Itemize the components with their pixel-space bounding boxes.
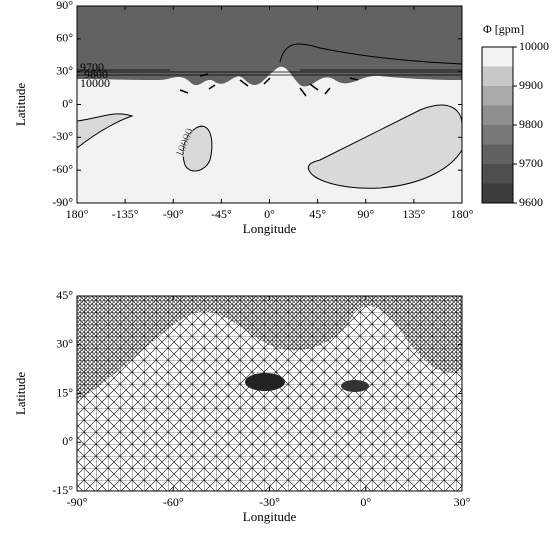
- contour-label: 10000: [80, 76, 110, 90]
- y-tick-label: 30°: [56, 337, 73, 351]
- colorbar-tick-label: 10000: [519, 39, 549, 53]
- x-tick-label: 90°: [357, 207, 374, 221]
- x-tick-label: 30°: [454, 495, 471, 509]
- contour-label: 9700: [80, 60, 104, 74]
- y-tick-label: -30°: [52, 129, 73, 143]
- colorbar-swatch: [482, 125, 513, 145]
- y-tick-label: 15°: [56, 385, 73, 399]
- colorbar-title: Φ [gpm]: [483, 22, 524, 36]
- colorbar-swatch: [482, 164, 513, 184]
- x-tick-label: -60°: [163, 495, 184, 509]
- colorbar-tick-label: 9700: [519, 156, 543, 170]
- x-tick-label: -90°: [67, 495, 88, 509]
- mesh: [77, 296, 462, 491]
- y-axis-label: Latitude: [13, 83, 28, 127]
- colorbar-swatch: [482, 66, 513, 86]
- y-tick-label: 30°: [56, 63, 73, 77]
- colorbar-tick-label: 9600: [519, 195, 543, 209]
- y-tick-label: -60°: [52, 162, 73, 176]
- x-tick-label: 180°: [66, 207, 89, 221]
- y-tick-label: 90°: [56, 0, 73, 12]
- x-tick-label: -90°: [163, 207, 184, 221]
- x-axis-label: Longitude: [243, 221, 297, 236]
- colorbar-tick-label: 9900: [519, 78, 543, 92]
- contour-field: [77, 6, 462, 203]
- x-tick-label: 45°: [309, 207, 326, 221]
- x-tick-label: 180°: [451, 207, 474, 221]
- y-tick-label: -90°: [52, 195, 73, 209]
- x-tick-label: -135°: [112, 207, 139, 221]
- y-tick-label: 0°: [62, 434, 73, 448]
- y-axis-label: Latitude: [13, 372, 28, 416]
- colorbar-swatch: [482, 183, 513, 203]
- y-tick-label: 45°: [56, 288, 73, 302]
- x-tick-label: 0°: [360, 495, 371, 509]
- x-tick-label: 0°: [264, 207, 275, 221]
- colorbar-tick-label: 9800: [519, 117, 543, 131]
- x-axis-label: Longitude: [243, 509, 297, 524]
- colorbar-swatch: [482, 105, 513, 125]
- x-tick-label: -45°: [211, 207, 232, 221]
- colorbar-swatch: [482, 86, 513, 106]
- x-tick-label: 135°: [402, 207, 425, 221]
- y-tick-label: 60°: [56, 31, 73, 45]
- contour-label: 9800: [84, 67, 108, 81]
- colorbar-swatch: [482, 47, 513, 67]
- y-tick-label: 0°: [62, 96, 73, 110]
- colorbar-swatch: [482, 144, 513, 164]
- y-tick-label: -15°: [52, 483, 73, 497]
- x-tick-label: -30°: [259, 495, 280, 509]
